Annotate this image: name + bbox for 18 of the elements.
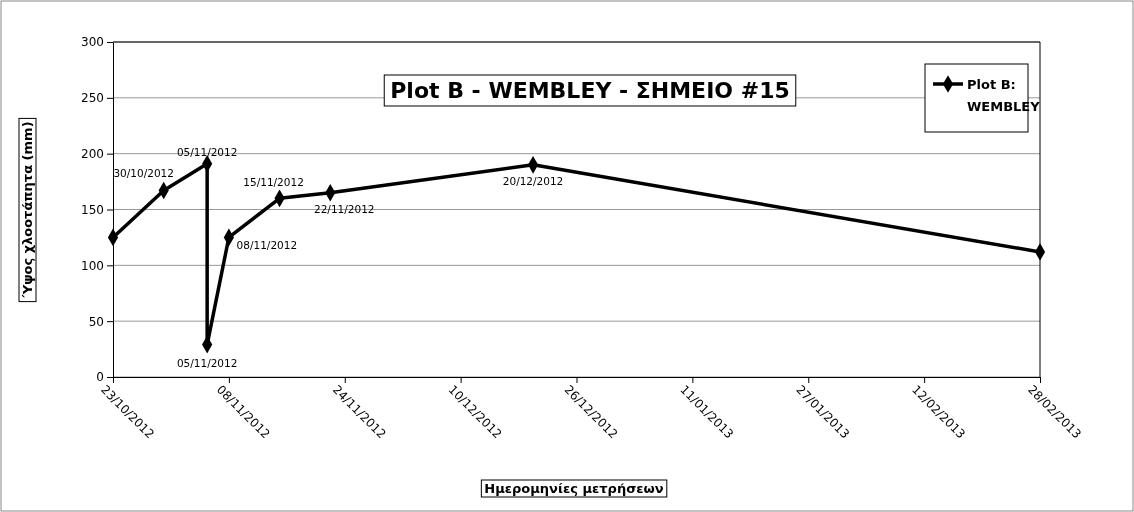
y-tick-label: 0 (96, 370, 104, 385)
annotation: 08/11/2012 (236, 239, 298, 252)
y-tick-label: 250 (81, 91, 104, 106)
y-tick-label: 200 (81, 147, 104, 162)
legend-label: Plot B: WEMBLEY (967, 77, 1041, 114)
annotation: 15/11/2012 (243, 176, 304, 189)
y-tick-label: 100 (81, 258, 104, 273)
text: Plot B - WEMBLEY - ΣΗΜΕΙΟ #15 (390, 78, 790, 103)
y-tick-label: 50 (88, 314, 104, 329)
annotation: 30/10/2012 (113, 166, 174, 179)
annotation: 20/12/2012 (502, 174, 564, 187)
x-axis-title: Ημερομηνίες μετρήσεων (484, 481, 664, 496)
annotation: 22/11/2012 (314, 202, 375, 215)
y-tick-label: 150 (81, 202, 104, 217)
annotation: 05/11/2012 (176, 145, 238, 158)
y-tick-label: 300 (81, 35, 104, 50)
annotation: 05/11/2012 (176, 356, 238, 369)
y-axis-title: Ύψος χλοοτάπητα (mm) (20, 121, 35, 299)
